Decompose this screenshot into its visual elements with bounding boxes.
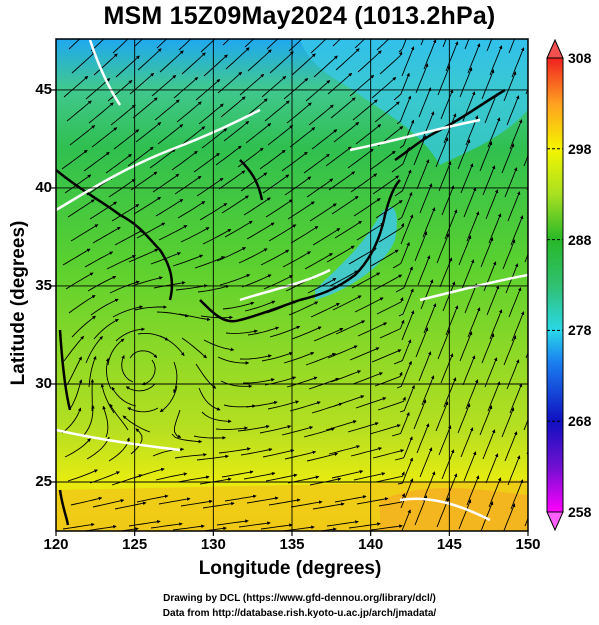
isobars — [56, 39, 528, 522]
colorbar-tick-label: 258 — [568, 504, 592, 520]
credit-data: Data from http://database.rish.kyoto-u.a… — [162, 608, 437, 619]
credit-drawing: Drawing by DCL (https://www.gfd-dennou.o… — [163, 593, 436, 604]
colorbar-max-arrow — [546, 38, 564, 59]
y-axis-label: Latitude (degrees) — [8, 220, 29, 386]
x-axis-label: Longitude (degrees) — [198, 558, 382, 579]
y-tick-label: 40 — [35, 178, 52, 196]
colorbar-tick-label: 288 — [568, 231, 592, 248]
x-tick-label: 145 — [436, 536, 462, 553]
x-tick-label: 120 — [43, 536, 69, 553]
colorbar-tick-label: 278 — [568, 322, 592, 339]
colorbar — [546, 38, 564, 532]
map-title: MSM 15Z09May2024 (1013.2hPa) — [103, 2, 496, 30]
colorbar-tick-label: 268 — [568, 413, 592, 430]
streamlines — [61, 39, 528, 531]
cold-region-japan — [315, 206, 397, 300]
colorbar-min-arrow — [546, 511, 564, 532]
y-tick-label: 25 — [35, 472, 52, 490]
axis-ticks — [51, 89, 529, 536]
colorbar-scale — [546, 57, 564, 513]
x-tick-label: 130 — [200, 536, 226, 553]
y-tick-label: 35 — [35, 276, 52, 294]
y-tick-label: 30 — [35, 374, 52, 392]
colorbar-tick-label: 298 — [568, 140, 592, 157]
x-tick-label: 125 — [122, 536, 148, 553]
x-tick-label: 135 — [279, 536, 305, 553]
warm-region-se — [380, 488, 528, 531]
y-tick-label: 45 — [35, 80, 52, 98]
x-tick-label: 150 — [515, 536, 541, 553]
colorbar-tick-label: 308 — [568, 50, 592, 66]
x-tick-label: 140 — [358, 536, 384, 553]
graticule — [56, 39, 528, 531]
